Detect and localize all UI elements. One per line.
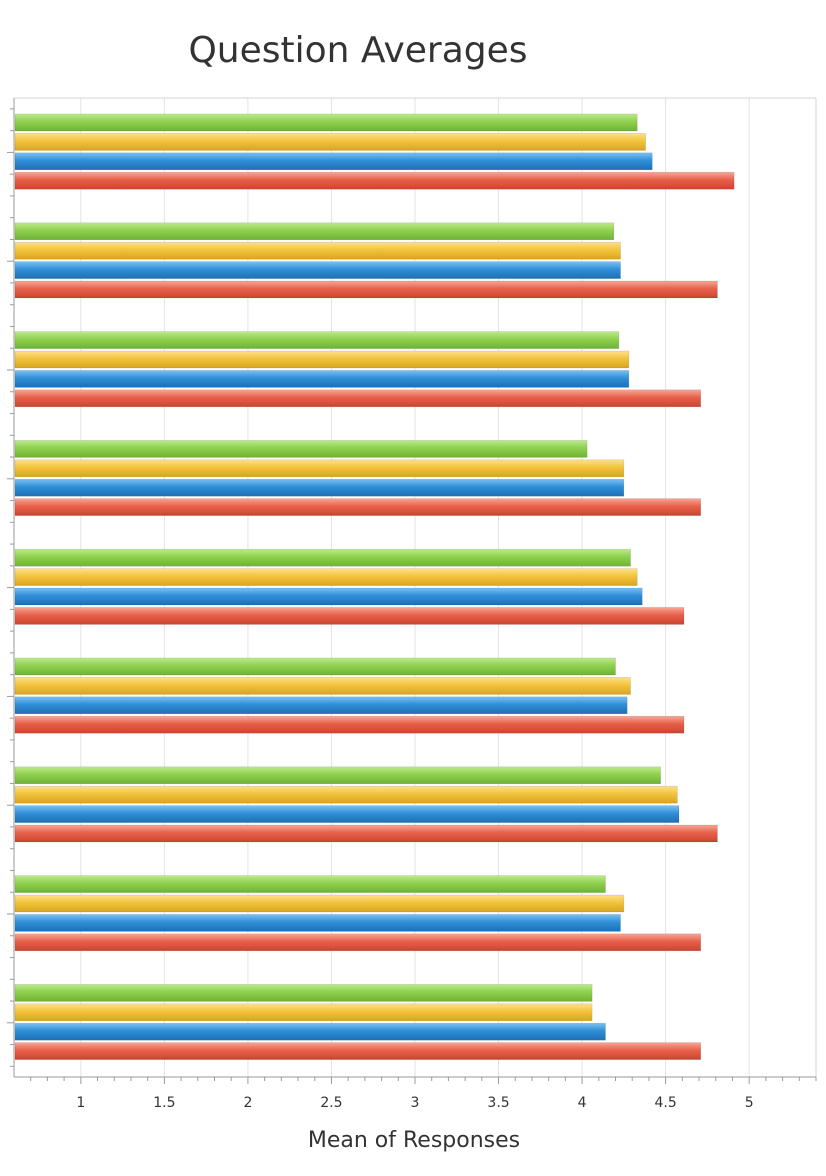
bar xyxy=(14,440,588,458)
bar xyxy=(14,568,638,586)
bar xyxy=(14,587,643,606)
bars xyxy=(14,113,735,1060)
bar xyxy=(14,459,625,478)
bar xyxy=(14,696,628,715)
bar xyxy=(14,370,630,388)
bar xyxy=(14,607,685,625)
x-tick-label: 1.5 xyxy=(153,1095,175,1111)
bar xyxy=(14,152,653,171)
x-tick-label: 4 xyxy=(578,1095,587,1111)
bar xyxy=(14,222,615,241)
bar xyxy=(14,280,718,299)
bar xyxy=(14,657,616,676)
bar xyxy=(14,350,630,369)
x-tick-label: 1 xyxy=(76,1095,85,1111)
bar xyxy=(14,785,678,804)
axes: 1 1.5 2 2.5 3 3.5 4 4.5 5 xyxy=(7,97,817,1111)
bar xyxy=(14,241,621,260)
bar xyxy=(14,261,621,279)
x-tick-label: 3 xyxy=(411,1095,420,1111)
x-tick-label: 2.5 xyxy=(320,1095,342,1111)
x-axis-title: Mean of Responses xyxy=(308,1128,520,1153)
bar xyxy=(14,389,702,408)
bar xyxy=(14,875,606,893)
x-tick-label: 2 xyxy=(243,1095,252,1111)
x-tick-label: 5 xyxy=(745,1095,754,1111)
bar xyxy=(14,824,718,843)
bar xyxy=(14,1022,606,1041)
chart-title: Question Averages xyxy=(188,30,528,71)
bar xyxy=(14,914,621,932)
bar xyxy=(14,478,625,497)
bar xyxy=(14,984,593,1002)
bar xyxy=(14,133,646,151)
bar xyxy=(14,894,625,913)
bar xyxy=(14,548,631,567)
bar xyxy=(14,1042,702,1060)
gridlines xyxy=(80,98,750,1077)
bar xyxy=(14,805,680,823)
bar xyxy=(14,113,638,132)
x-tick-label: 4.5 xyxy=(654,1095,676,1111)
x-tick-label: 3.5 xyxy=(487,1095,509,1111)
bar xyxy=(14,171,735,190)
bar xyxy=(14,715,685,734)
bar xyxy=(14,933,702,952)
bar xyxy=(14,677,631,695)
bar xyxy=(14,498,702,516)
bar xyxy=(14,1003,593,1022)
bar xyxy=(14,766,661,785)
bar xyxy=(14,331,620,349)
